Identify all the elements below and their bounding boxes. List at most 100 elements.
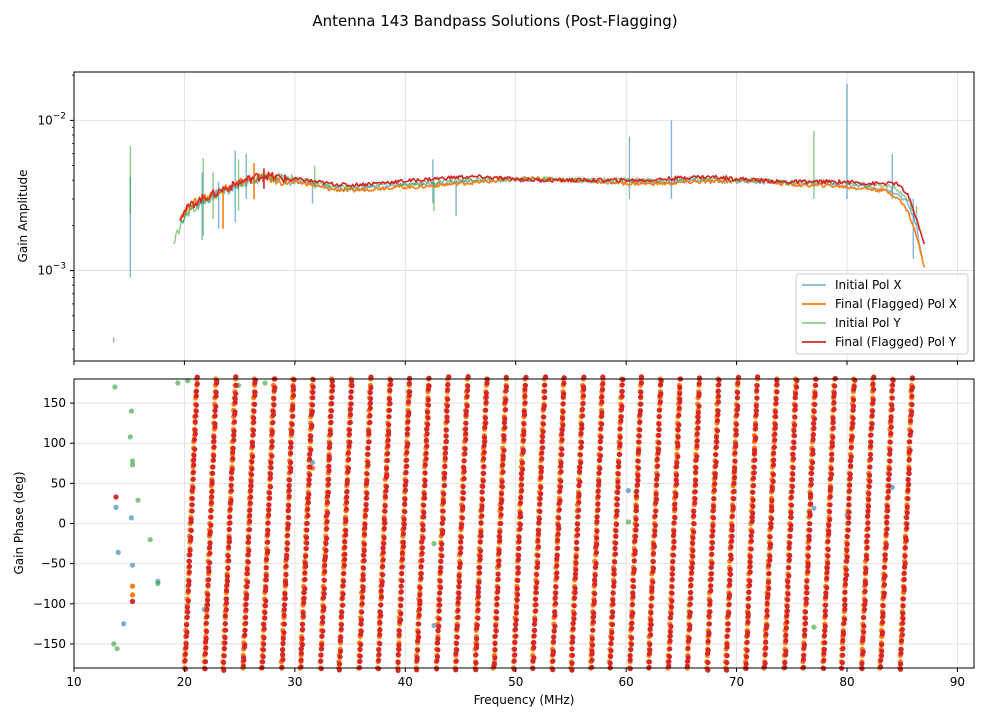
phase-point [554, 552, 560, 558]
phase-point [715, 412, 721, 418]
phase-point [771, 457, 777, 463]
phase-point [260, 647, 266, 653]
phase-point [221, 667, 227, 673]
phase-point [498, 512, 504, 518]
phase-point [884, 514, 890, 520]
phase-point [281, 630, 287, 636]
phase-point [674, 481, 680, 487]
phase-point [250, 453, 256, 460]
phase-point [342, 544, 348, 550]
phase-point [809, 470, 815, 476]
phase-point [367, 405, 373, 411]
phase-point [688, 576, 694, 583]
phase-point [540, 421, 547, 427]
phase-point [862, 579, 868, 585]
phase-point [635, 465, 642, 471]
phase-point [298, 664, 304, 670]
phase-point [865, 513, 871, 519]
phase-point [859, 666, 865, 672]
phase-point [899, 626, 906, 633]
phase-point [574, 521, 581, 527]
phase-point [538, 464, 545, 471]
phase-point [282, 591, 288, 597]
phase-point [516, 545, 522, 552]
phase-point [421, 502, 427, 508]
phase-point [395, 667, 401, 674]
phase-point [380, 557, 386, 563]
phase-point [457, 560, 463, 567]
phase-point [282, 579, 288, 585]
phase-point [363, 501, 369, 508]
phase-point [687, 622, 693, 629]
phase-point [203, 620, 209, 626]
phase-point [693, 482, 699, 488]
phase-point [863, 553, 870, 559]
phase-point [364, 495, 370, 501]
phase-point [208, 507, 214, 513]
phase-point [398, 583, 404, 589]
phase-point [519, 475, 525, 481]
phase-point [727, 577, 733, 584]
phase-point [633, 504, 639, 510]
phase-point [319, 642, 325, 648]
phase-point [708, 588, 714, 594]
phase-point [340, 602, 346, 608]
phase-point [402, 501, 408, 507]
phase-point [248, 478, 254, 484]
phase-point [650, 558, 656, 565]
phase-point [694, 443, 700, 449]
phase-point [285, 532, 291, 538]
phase-point [281, 607, 287, 613]
phase-point [492, 655, 498, 661]
phase-point [909, 375, 916, 381]
phase-point [629, 601, 636, 607]
phase-point [357, 653, 363, 659]
phase-point [244, 592, 250, 598]
phase-point [443, 433, 449, 439]
phase-point [261, 621, 267, 628]
phase-point [539, 450, 545, 456]
phase-point [570, 635, 576, 641]
phase-point [399, 578, 405, 584]
phase-point [388, 377, 394, 383]
phase-point [502, 407, 509, 413]
phase-point [613, 540, 619, 546]
phase-point [343, 517, 349, 523]
phase-point [555, 531, 561, 537]
phase-point [783, 625, 790, 631]
phase-point [628, 641, 635, 648]
phase-point [637, 419, 643, 425]
phase-point [677, 384, 683, 391]
phase-point [750, 489, 756, 495]
phase-point [423, 456, 429, 462]
phase-point [842, 597, 848, 603]
phase-point [840, 637, 846, 644]
phase-point [753, 408, 760, 414]
phase-point [690, 535, 696, 541]
phase-point [280, 651, 286, 658]
phase-point [550, 658, 556, 664]
phase-point [212, 413, 218, 419]
phase-point [654, 472, 661, 478]
phase-point [672, 514, 678, 521]
phase-point [805, 569, 811, 575]
phase-point [648, 632, 654, 638]
phase-point [444, 408, 450, 414]
phase-point [493, 623, 499, 629]
phase-point [460, 490, 467, 496]
phase-point [691, 513, 697, 519]
phase-point [298, 657, 304, 663]
phase-point [638, 374, 645, 380]
phase-point-stray [811, 624, 817, 630]
phase-point [477, 539, 483, 545]
phase-point [824, 585, 830, 591]
phase-point [552, 595, 558, 601]
phase-point [709, 540, 716, 546]
phase-point [850, 397, 857, 403]
phase-point [247, 500, 253, 506]
phase-point [377, 609, 383, 615]
phase-point [786, 565, 792, 571]
phase-point [806, 537, 812, 543]
phase-point [367, 419, 373, 426]
